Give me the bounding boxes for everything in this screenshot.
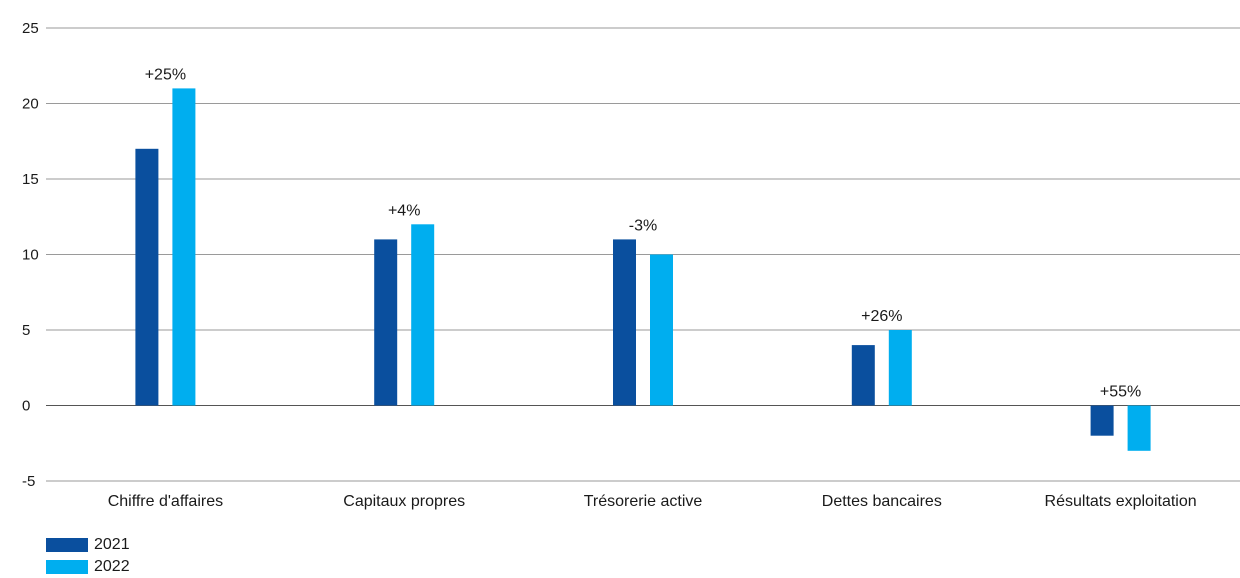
y-tick-label: 10: [22, 247, 39, 264]
x-axis-categories: Chiffre d'affaires Capitaux propres Trésor…: [108, 493, 1197, 510]
gridlines: [46, 27, 1240, 482]
y-axis-ticks: 25 20 15 10 5 0 -5: [22, 20, 39, 490]
data-label: +55%: [1100, 384, 1141, 401]
data-label: -3%: [629, 217, 657, 234]
legend-swatch-2022: [46, 560, 88, 574]
bar-chart: 25 20 15 10 5 0 -5 +25% +4% -3% +26% +55% Chiffre …: [22, 20, 1240, 510]
y-tick-label: 15: [22, 171, 39, 188]
x-category-label: Chiffre d'affaires: [108, 493, 223, 510]
x-category-label: Capitaux propres: [343, 493, 465, 510]
bar-2022-4: [1127, 405, 1151, 451]
y-tick-label: 25: [22, 20, 39, 37]
y-tick-label: 20: [22, 96, 39, 113]
bar-2021-2: [613, 239, 636, 406]
bar-2022-1: [411, 224, 435, 406]
x-category-label: Trésorerie active: [584, 493, 703, 510]
legend-item-2022: 2022: [46, 556, 130, 578]
bar-2021-1: [374, 239, 398, 406]
bar-2021-0: [135, 148, 159, 406]
x-category-label: Dettes bancaires: [822, 493, 942, 510]
data-label: +26%: [861, 308, 902, 325]
bar-2022-0: [172, 88, 196, 406]
legend-label-2021: 2021: [94, 536, 130, 553]
bar-2021-4: [1090, 405, 1114, 436]
data-label: +25%: [145, 66, 186, 83]
legend-label-2022: 2022: [94, 558, 130, 575]
bar-2021-3: [851, 345, 875, 406]
bars: [135, 88, 1151, 451]
legend: 2021 2022: [46, 534, 130, 578]
bar-2022-2: [650, 254, 673, 406]
bar-annotations: +25% +4% -3% +26% +55%: [145, 66, 1142, 400]
legend-swatch-2021: [46, 538, 88, 552]
bar-2022-3: [888, 330, 912, 406]
y-tick-label: 0: [22, 398, 30, 415]
legend-item-2021: 2021: [46, 534, 130, 556]
y-tick-label: -5: [22, 473, 35, 490]
y-tick-label: 5: [22, 322, 30, 339]
data-label: +4%: [388, 202, 420, 219]
x-category-label: Résultats exploitation: [1045, 493, 1197, 510]
